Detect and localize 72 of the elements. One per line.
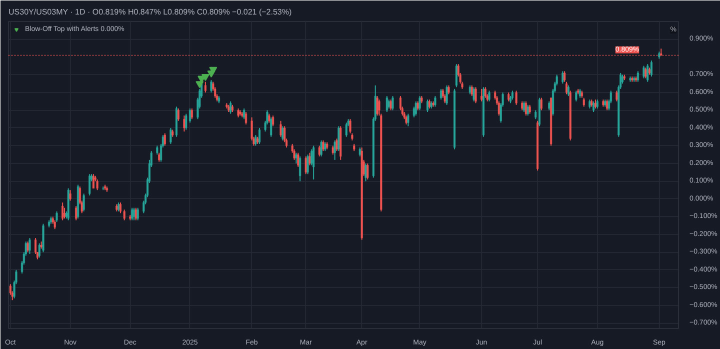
candlestick (407, 113, 410, 127)
candlestick (376, 96, 378, 116)
candlestick (82, 193, 85, 212)
candlestick (480, 88, 483, 102)
candlestick (564, 70, 566, 82)
candlestick (642, 65, 645, 79)
candlestick (88, 174, 91, 196)
candlestick (244, 112, 248, 125)
candlestick (299, 156, 302, 182)
candlestick (136, 207, 139, 221)
candlestick (131, 207, 134, 221)
candlestick (345, 122, 348, 138)
candlestick (523, 100, 526, 113)
candlestick (304, 156, 307, 175)
candlestick (308, 152, 311, 166)
candlestick (282, 126, 284, 141)
candlestick (575, 90, 578, 102)
candlestick (75, 206, 78, 221)
candlestick (295, 152, 298, 164)
candlestick (204, 81, 206, 93)
candlestick (69, 190, 72, 202)
candlestick (28, 237, 31, 254)
candlestick (562, 70, 564, 84)
candlestick (280, 120, 282, 138)
candlestick (336, 138, 338, 152)
candlestick (272, 115, 274, 127)
candlestick (177, 108, 180, 122)
chart-title: US30Y/US03MY · 1D · O0.819% H0.847% L0.809% C0.809% −0.021 (−2.53%) (8, 8, 292, 16)
candlestick (312, 145, 315, 180)
candlestick (472, 86, 475, 102)
candlestick (34, 237, 37, 254)
candlestick (446, 84, 448, 106)
candlestick (185, 113, 188, 130)
candlestick (210, 80, 212, 93)
candlestick (592, 100, 595, 113)
candlestick (322, 140, 324, 152)
candlestick (134, 207, 137, 221)
candlestick (540, 97, 542, 111)
candlestick (390, 99, 392, 111)
candlestick (386, 96, 388, 113)
candlestick (26, 241, 29, 253)
candlestick (418, 96, 421, 111)
candlestick (349, 118, 352, 134)
candlestick (297, 152, 300, 168)
candlestick (392, 96, 394, 111)
candlestick (474, 86, 477, 104)
candlestick (183, 115, 186, 132)
candlestick (338, 126, 340, 152)
candlestick (96, 178, 98, 191)
candlestick (318, 145, 320, 157)
candlestick (484, 86, 486, 98)
candlestick (616, 90, 618, 102)
candlestick (364, 162, 367, 182)
candlestick (488, 90, 490, 102)
candlestick (62, 202, 64, 221)
candlestick (164, 132, 166, 146)
candlestick (123, 209, 126, 221)
candlestick (515, 90, 518, 106)
candlestick (646, 64, 649, 82)
candlestick (320, 140, 322, 157)
candlestick (56, 210, 58, 223)
candlestick (306, 154, 309, 175)
candlestick (644, 67, 647, 79)
candlestick (567, 84, 570, 97)
candlestick (434, 96, 436, 108)
candlestick (243, 108, 246, 120)
candlestick (366, 162, 369, 180)
candlestick (170, 127, 172, 144)
candlestick (414, 100, 417, 116)
candlestick (190, 108, 193, 120)
candlestick (334, 140, 336, 160)
candlestick (526, 104, 529, 116)
